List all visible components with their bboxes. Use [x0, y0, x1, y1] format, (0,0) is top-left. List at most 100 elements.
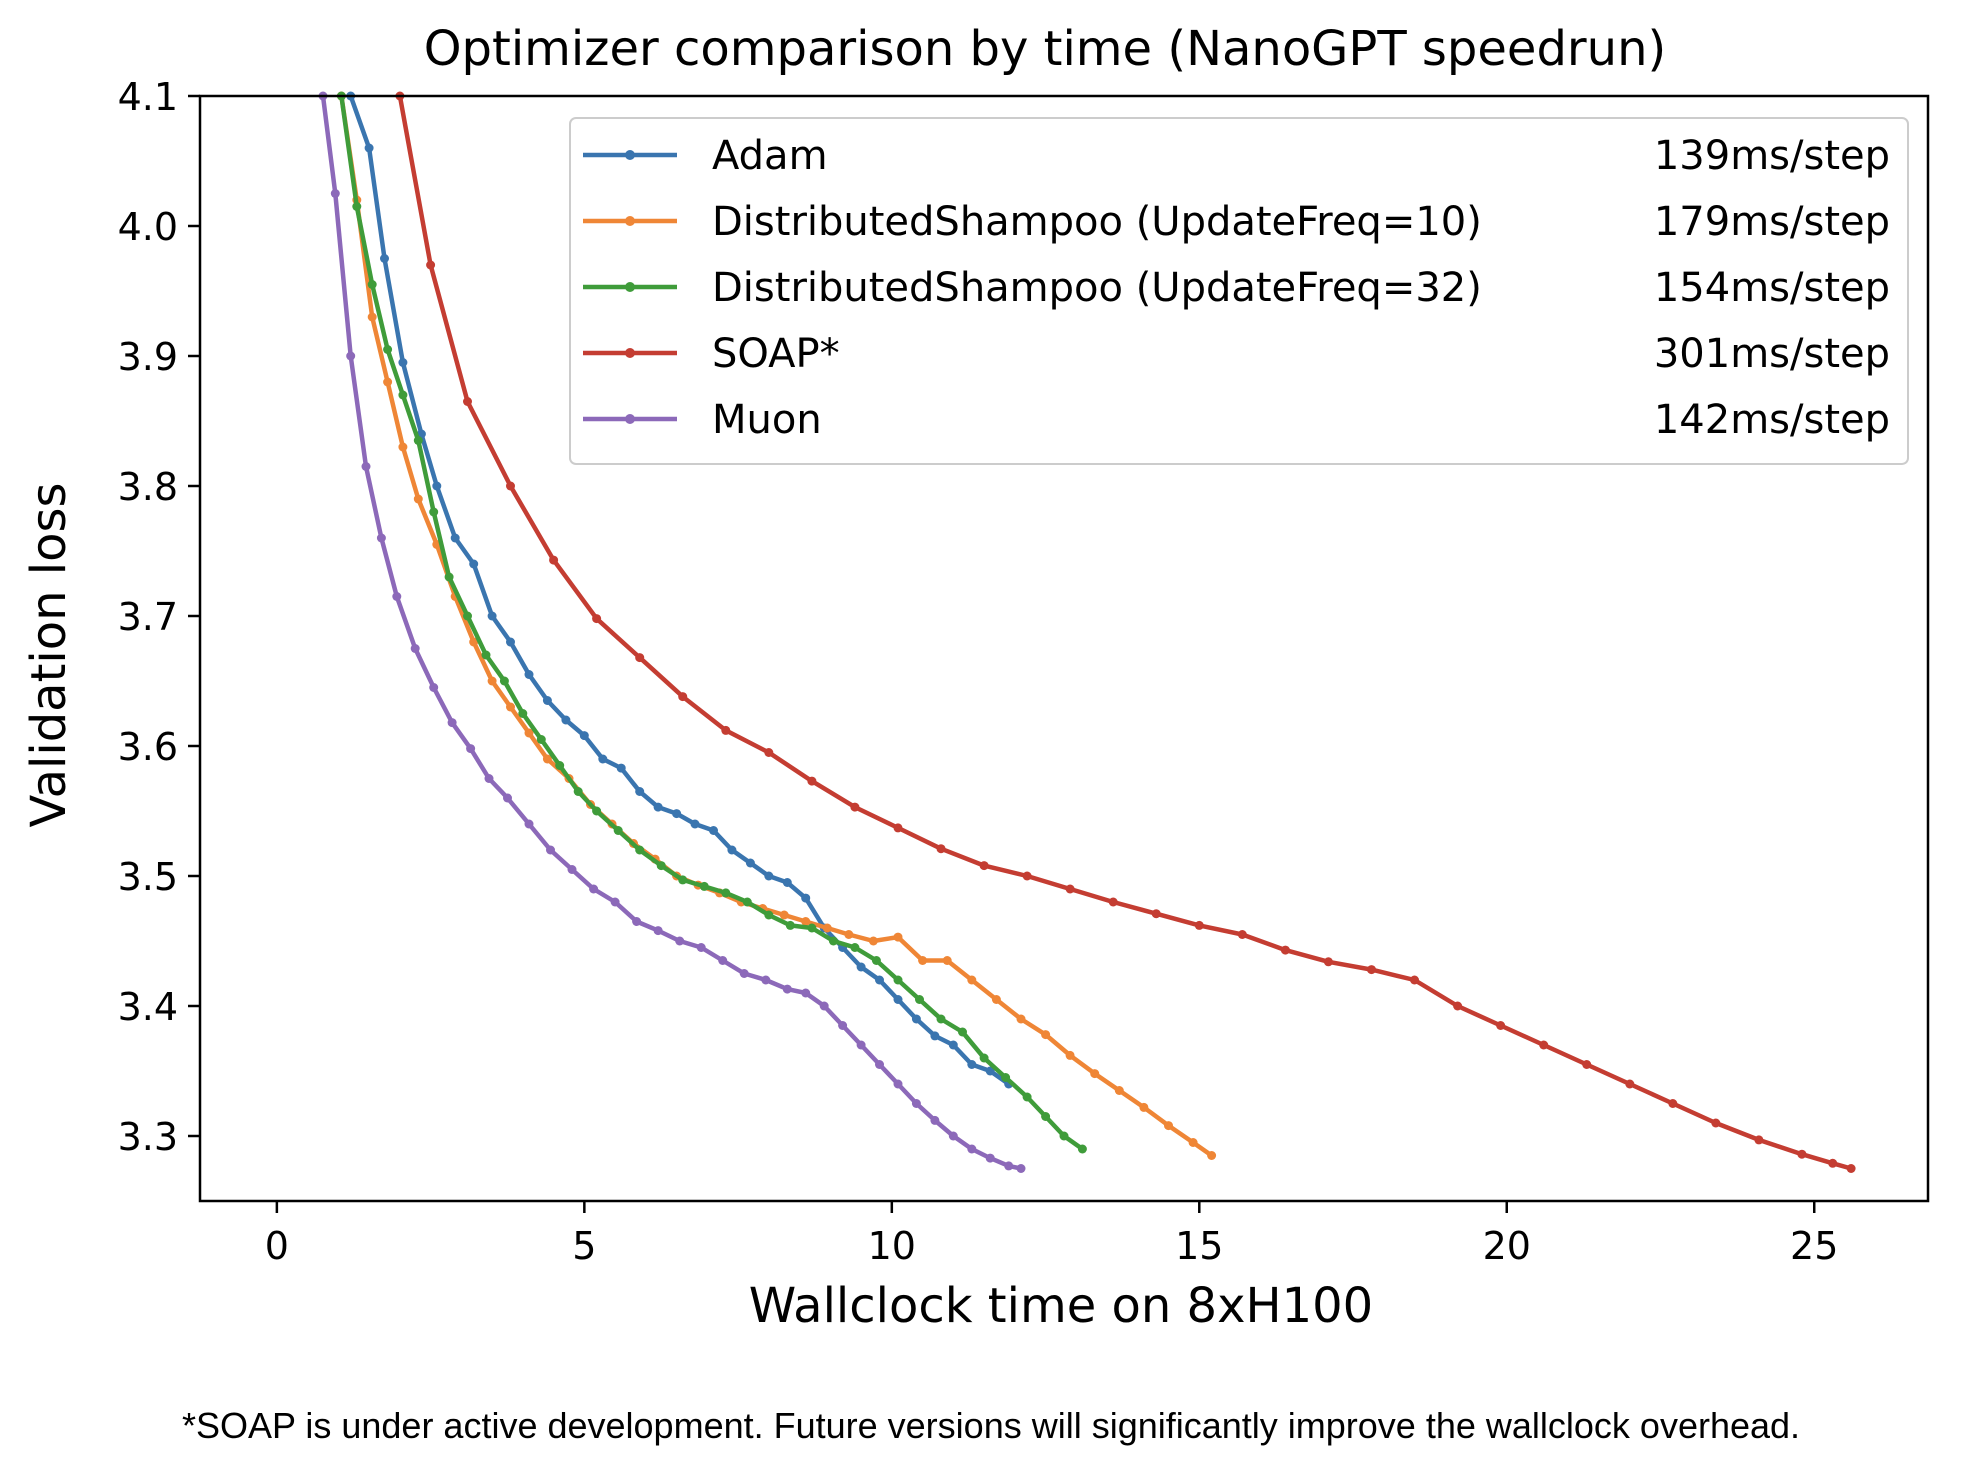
data-point	[745, 858, 755, 868]
data-point	[376, 533, 386, 543]
data-point	[469, 559, 479, 569]
data-point	[463, 611, 472, 621]
x-tick-label: 20	[1483, 1224, 1531, 1268]
data-point	[1114, 1086, 1124, 1095]
data-point	[380, 254, 389, 263]
data-point	[524, 819, 534, 829]
data-point	[1188, 1138, 1198, 1147]
data-point	[1151, 909, 1161, 919]
data-point	[546, 845, 555, 855]
data-point	[656, 861, 666, 871]
data-point	[579, 731, 589, 741]
data-point	[542, 696, 552, 705]
data-point	[1194, 920, 1204, 930]
data-point	[367, 280, 377, 289]
data-point	[506, 702, 515, 712]
y-tick-label: 4.1	[118, 75, 178, 119]
chart-title: Optimizer comparison by time (NanoGPT sp…	[424, 21, 1666, 77]
data-point	[499, 676, 509, 686]
data-point	[785, 920, 795, 930]
data-point	[1004, 1161, 1014, 1171]
data-point	[635, 653, 645, 663]
data-point	[893, 1079, 903, 1089]
data-point	[352, 202, 362, 211]
data-point	[426, 260, 436, 270]
data-point	[1065, 1050, 1075, 1060]
data-point	[942, 956, 952, 965]
data-point	[653, 802, 663, 812]
y-tick-label: 3.7	[118, 595, 178, 639]
data-point	[1207, 1151, 1217, 1160]
footnote: *SOAP is under active development. Futur…	[182, 1405, 1800, 1446]
data-point	[1016, 1164, 1026, 1173]
data-point	[555, 761, 565, 770]
data-point	[429, 683, 439, 692]
data-point	[447, 718, 457, 728]
data-point	[991, 995, 1001, 1004]
data-point	[782, 984, 792, 994]
data-point	[678, 875, 688, 885]
data-point	[466, 744, 476, 754]
data-point	[632, 917, 642, 926]
legend-rate: 179ms/step	[1654, 199, 1890, 245]
legend-rate: 154ms/step	[1654, 265, 1890, 311]
data-point	[979, 861, 989, 871]
data-point	[801, 917, 811, 926]
data-point	[1453, 1001, 1463, 1011]
legend-rate: 301ms/step	[1654, 331, 1890, 377]
legend-item: DistributedShampoo (UpdateFreq=10) 179ms/…	[583, 199, 1890, 245]
data-point	[635, 787, 645, 796]
legend-label: SOAP*	[712, 331, 840, 377]
data-point	[801, 893, 811, 903]
data-point	[967, 1060, 977, 1069]
data-point	[518, 709, 528, 718]
data-point	[828, 936, 838, 946]
data-point	[524, 728, 534, 738]
data-point	[764, 748, 774, 757]
x-tick-label: 15	[1175, 1224, 1223, 1268]
legend-marker	[625, 216, 635, 226]
data-point	[844, 930, 854, 939]
data-point	[1001, 1073, 1011, 1082]
data-point	[549, 555, 559, 565]
legend-item: Adam 139ms/step	[583, 133, 1890, 179]
series-muon	[318, 91, 1026, 1173]
data-point	[364, 143, 374, 153]
data-point	[948, 1040, 958, 1050]
data-point	[727, 845, 737, 855]
data-point	[536, 735, 546, 744]
data-point	[542, 754, 552, 764]
y-tick-label: 4.0	[118, 205, 178, 249]
data-point	[346, 351, 356, 361]
data-point	[469, 637, 479, 647]
data-point	[506, 481, 515, 491]
data-point	[383, 345, 393, 354]
data-point	[1022, 871, 1032, 881]
data-point	[911, 1099, 921, 1108]
data-point	[967, 1144, 977, 1154]
data-point	[1108, 897, 1118, 907]
data-point	[850, 802, 860, 812]
data-point	[1139, 1102, 1149, 1112]
data-point	[1041, 1112, 1051, 1121]
series-distributedshampoo-updatefreq-32	[336, 91, 1087, 1154]
data-point	[1022, 1092, 1032, 1102]
legend: Adam 139ms/step DistributedShampoo (Update…	[569, 117, 1909, 465]
data-point	[598, 754, 608, 764]
y-axis-label: Validation loss	[21, 483, 77, 828]
data-point	[1496, 1021, 1506, 1030]
data-point	[1077, 1144, 1087, 1154]
data-point	[653, 926, 663, 936]
y-tick-label: 3.9	[118, 335, 178, 379]
legend-rate: 142ms/step	[1654, 397, 1890, 443]
data-point	[672, 809, 682, 819]
data-point	[567, 865, 577, 874]
data-point	[801, 988, 811, 998]
legend-label: Adam	[712, 133, 828, 179]
x-tick-label: 25	[1790, 1224, 1838, 1268]
data-point	[985, 1153, 995, 1163]
data-point	[1828, 1158, 1838, 1168]
legend-label: DistributedShampoo (UpdateFreq=10)	[712, 199, 1482, 245]
legend-item: Muon 142ms/step	[583, 397, 1890, 443]
